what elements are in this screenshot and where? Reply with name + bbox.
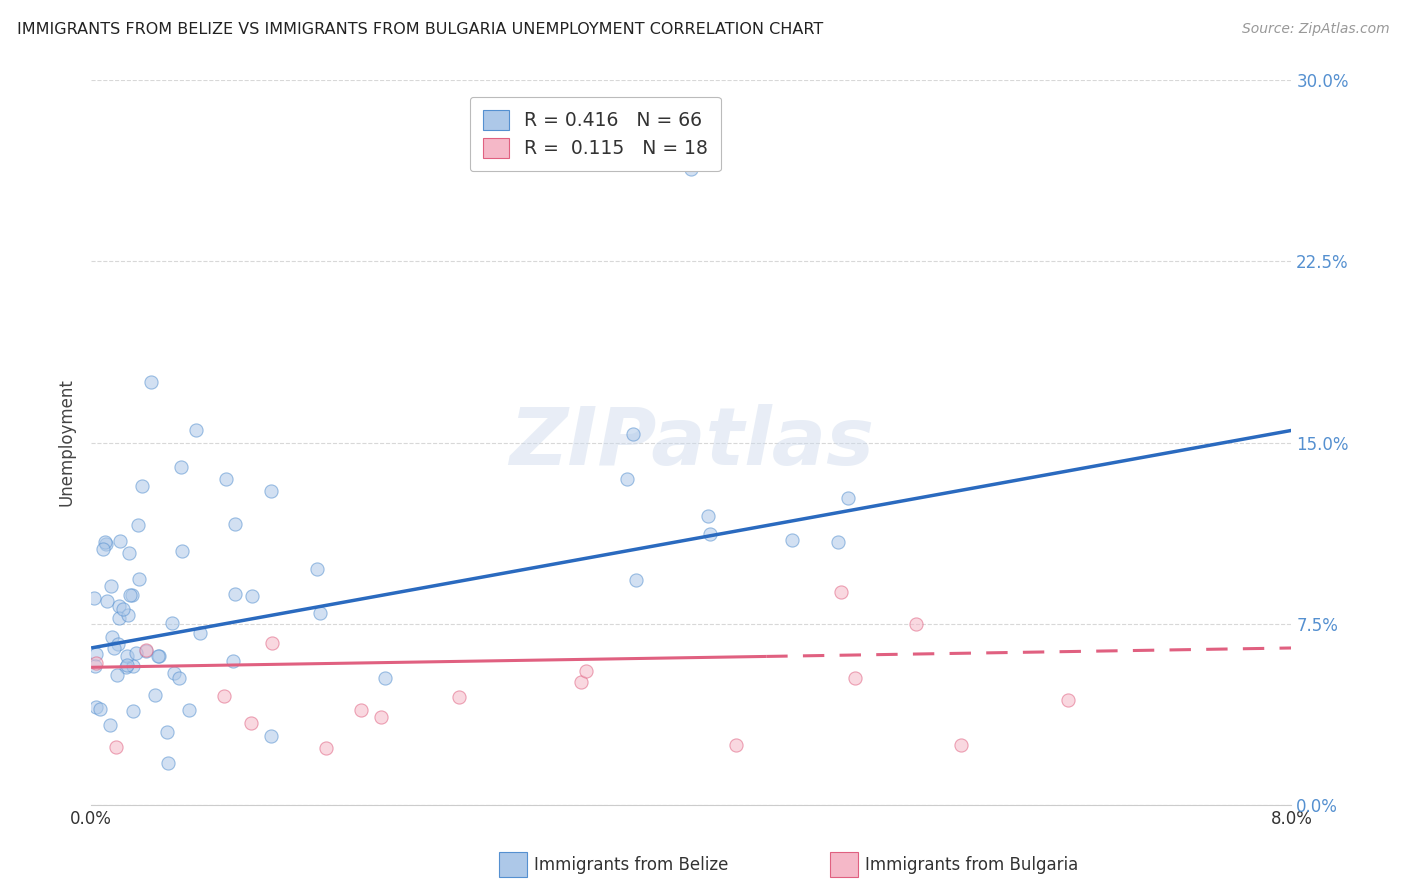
Point (167, 671, 190, 685)
Point (224, 587, 246, 601)
Point (177, 703, 200, 717)
Point (697, 508, 720, 523)
Point (370, 710, 392, 724)
Point (950, 738, 973, 752)
Point (157, 756, 180, 770)
Point (107, 637, 129, 651)
Point (105, 668, 128, 682)
Point (84, 657, 107, 671)
Point (262, 636, 284, 650)
Point (260, 729, 283, 743)
Point (103, 640, 125, 655)
Text: Source: ZipAtlas.com: Source: ZipAtlas.com (1241, 22, 1389, 37)
Point (447, 690, 470, 705)
Point (118, 546, 141, 560)
Text: IMMIGRANTS FROM BELIZE VS IMMIGRANTS FROM BULGARIA UNEMPLOYMENT CORRELATION CHAR: IMMIGRANTS FROM BELIZE VS IMMIGRANTS FRO… (17, 22, 823, 37)
Point (188, 626, 211, 640)
Point (621, 426, 644, 441)
Point (94, 536, 117, 550)
Point (124, 646, 146, 660)
Point (91, 542, 114, 557)
Point (215, 472, 238, 486)
Point (374, 671, 396, 685)
Point (146, 649, 169, 664)
Point (837, 491, 859, 506)
Point (83, 591, 105, 605)
Text: Immigrants from Bulgaria: Immigrants from Bulgaria (865, 856, 1078, 874)
Point (844, 671, 866, 685)
Point (117, 607, 139, 622)
Point (240, 590, 263, 604)
Point (128, 572, 150, 586)
Point (108, 610, 131, 624)
Point (121, 588, 143, 602)
Point (170, 459, 193, 474)
Point (222, 654, 245, 668)
Point (569, 674, 592, 689)
Point (84, 700, 107, 714)
Point (156, 724, 179, 739)
Point (827, 534, 849, 549)
Point (117, 648, 139, 663)
Point (131, 479, 153, 493)
Point (108, 534, 131, 549)
Point (350, 703, 373, 717)
Point (127, 517, 149, 532)
Point (162, 615, 184, 630)
Point (616, 472, 638, 486)
Point (681, 162, 703, 177)
Point (699, 527, 721, 541)
Point (112, 602, 135, 616)
Point (108, 599, 131, 613)
Point (141, 375, 163, 389)
Point (100, 630, 122, 644)
Y-axis label: Unemployment: Unemployment (58, 378, 75, 507)
Point (89, 702, 111, 716)
Point (1057, 693, 1080, 707)
Point (148, 648, 170, 663)
Point (98, 718, 121, 732)
Point (212, 689, 235, 703)
Point (135, 643, 157, 657)
Point (84, 647, 107, 661)
Legend: R = 0.416   N = 66, R =  0.115   N = 18: R = 0.416 N = 66, R = 0.115 N = 18 (470, 96, 721, 171)
Point (163, 665, 186, 680)
Point (100, 579, 122, 593)
Point (186, 424, 208, 438)
Point (96, 594, 118, 608)
Text: ZIPatlas: ZIPatlas (509, 403, 873, 482)
Point (121, 705, 143, 719)
Text: Immigrants from Belize: Immigrants from Belize (534, 856, 728, 874)
Point (260, 483, 283, 498)
Point (105, 739, 128, 754)
Point (122, 659, 145, 673)
Point (830, 585, 852, 599)
Point (94, 535, 117, 549)
Point (307, 562, 329, 576)
Point (309, 606, 332, 620)
Point (575, 665, 598, 679)
Point (120, 588, 142, 602)
Point (240, 715, 263, 730)
Point (135, 644, 157, 658)
Point (224, 517, 246, 532)
Point (145, 688, 167, 702)
Point (117, 657, 139, 672)
Point (905, 616, 928, 631)
Point (780, 533, 803, 548)
Point (84, 659, 107, 673)
Point (725, 738, 748, 752)
Point (624, 573, 647, 587)
Point (170, 543, 193, 558)
Point (114, 659, 136, 673)
Point (315, 741, 337, 756)
